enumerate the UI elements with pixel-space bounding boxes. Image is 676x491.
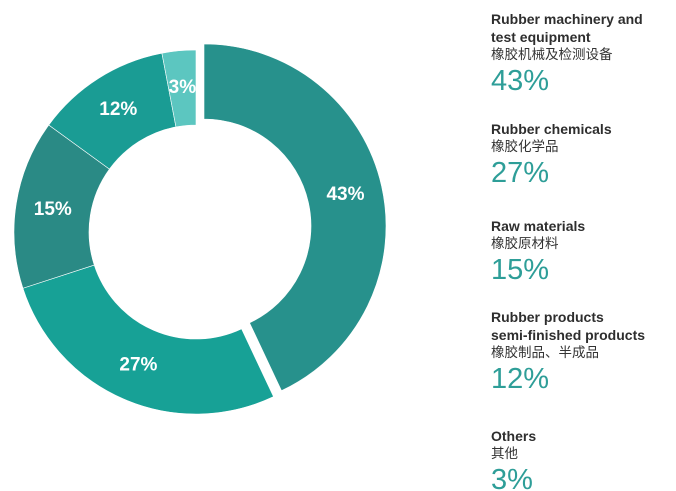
legend-zh-label: 橡胶制品、半成品 <box>491 345 599 361</box>
slice-5 <box>161 49 197 128</box>
legend-item-1: Rubber machinery and test equipment 橡胶机械及检… <box>491 10 673 97</box>
legend-en-label: Others <box>491 428 537 444</box>
legend-percentage: 27% <box>491 157 550 189</box>
slice-1 <box>203 43 387 392</box>
slice-label-1: 43% <box>326 184 364 205</box>
legend-en-label: Rubber products <box>491 309 604 325</box>
legend-item-2: Rubber chemicals 橡胶化学品 27% <box>491 120 673 189</box>
legend-percentage: 3% <box>491 464 533 491</box>
legend-en-label: Raw materials <box>491 218 586 234</box>
slice-label-3: 15% <box>34 199 72 220</box>
slice-label-2: 27% <box>119 355 157 376</box>
slice-label-4: 12% <box>99 99 137 120</box>
legend-en-label: Rubber machinery and <box>491 11 643 27</box>
legend-en-label: Rubber chemicals <box>491 121 612 137</box>
legend-item-5: Others 其他 3% <box>491 427 673 491</box>
legend-percentage: 15% <box>491 254 550 286</box>
legend-en-label: semi-finished products <box>491 327 646 343</box>
legend-percentage: 12% <box>491 363 550 395</box>
legend-zh-label: 橡胶化学品 <box>491 139 559 155</box>
legend-item-3: Raw materials 橡胶原材料 15% <box>491 217 673 286</box>
legend-zh-label: 橡胶机械及检测设备 <box>491 47 613 63</box>
slice-label-5: 3% <box>169 77 197 98</box>
donut-chart: 43% 27% 15% 12% 3% <box>13 43 387 415</box>
legend-item-4: Rubber products semi-finished products 橡胶制… <box>491 308 673 395</box>
slice-2 <box>22 264 274 415</box>
legend-percentage: 43% <box>491 65 550 97</box>
legend-en-label: test equipment <box>491 29 591 45</box>
legend-zh-label: 其他 <box>491 446 518 462</box>
legend-zh-label: 橡胶原材料 <box>491 236 559 252</box>
